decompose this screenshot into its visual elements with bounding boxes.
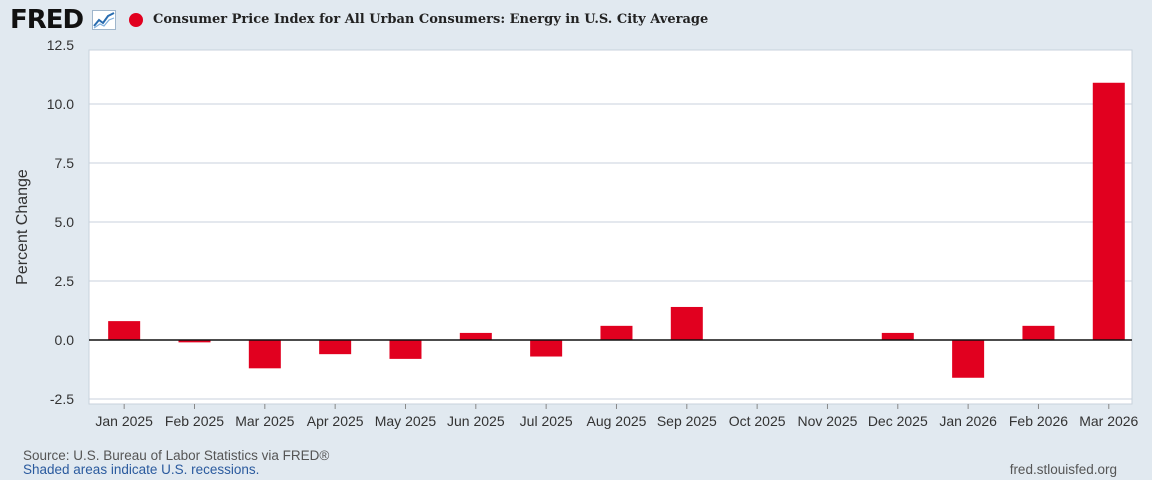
bar[interactable] — [389, 340, 422, 359]
y-axis-label: Percent Change — [14, 169, 31, 285]
y-tick-label: 7.5 — [55, 155, 75, 171]
bar[interactable] — [1022, 325, 1055, 340]
bar[interactable] — [459, 332, 492, 340]
bar[interactable] — [248, 340, 281, 369]
y-axis-ticks: 12.5 10.0 7.5 5.0 2.5 0.0 -2.5 — [47, 37, 74, 407]
series-legend-marker — [129, 13, 143, 27]
bars — [108, 82, 1125, 378]
y-tick-label: 10.0 — [47, 96, 74, 112]
recession-note-link[interactable]: Shaded areas indicate U.S. recessions. — [23, 462, 260, 477]
x-tick-label: Jun 2025 — [447, 413, 505, 429]
bar[interactable] — [600, 325, 633, 340]
x-tick-label: Sep 2025 — [657, 413, 717, 429]
x-tick-label: Nov 2025 — [797, 413, 857, 429]
bar[interactable] — [952, 340, 985, 378]
x-tick-label: Jul 2025 — [520, 413, 573, 429]
trend-line-icon — [92, 10, 116, 30]
bar[interactable] — [530, 340, 563, 357]
x-tick-label: Apr 2025 — [307, 413, 364, 429]
y-tick-label: 2.5 — [55, 273, 75, 289]
x-tick-label: Feb 2025 — [165, 413, 224, 429]
bar[interactable] — [1092, 82, 1125, 340]
bar[interactable] — [108, 321, 141, 340]
x-tick-label: Feb 2026 — [1009, 413, 1068, 429]
chart-header: FRED Consumer Price Index for All Urban … — [0, 0, 1152, 44]
x-tick-label: Jan 2025 — [95, 413, 153, 429]
x-tick-label: Mar 2026 — [1079, 413, 1138, 429]
y-tick-label: 12.5 — [47, 37, 74, 53]
x-tick-label: Mar 2025 — [235, 413, 294, 429]
y-tick-label: 0.0 — [55, 332, 75, 348]
site-url[interactable]: fred.stlouisfed.org — [1009, 462, 1117, 477]
fred-logo[interactable]: FRED — [10, 5, 84, 35]
x-tick-label: Dec 2025 — [868, 413, 928, 429]
bar[interactable] — [670, 306, 703, 340]
chart: 12.5 10.0 7.5 5.0 2.5 0.0 -2.5 Jan 2025 Feb 202… — [14, 37, 1139, 429]
x-tick-label: Jan 2026 — [939, 413, 997, 429]
bar[interactable] — [319, 340, 352, 355]
x-axis-ticks: Jan 2025 Feb 2025 Mar 2025 Apr 2025 May 2025… — [95, 404, 1139, 429]
x-tick-label: May 2025 — [375, 413, 437, 429]
chart-title: Consumer Price Index for All Urban Consu… — [153, 12, 709, 27]
y-tick-label: 5.0 — [55, 214, 75, 230]
x-tick-label: Oct 2025 — [729, 413, 786, 429]
source-note: Source: U.S. Bureau of Labor Statistics … — [23, 448, 330, 463]
bar[interactable] — [881, 332, 914, 340]
y-tick-label: -2.5 — [50, 391, 74, 407]
x-tick-label: Aug 2025 — [586, 413, 646, 429]
bar[interactable] — [178, 340, 211, 343]
